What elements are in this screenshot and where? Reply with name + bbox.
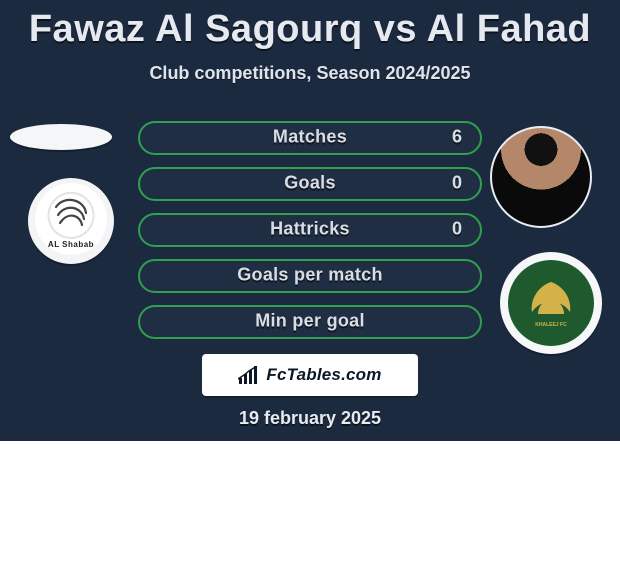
stat-row-hattricks: Hattricks 0 [138, 213, 482, 247]
stat-label: Matches [140, 127, 480, 148]
page-subtitle: Club competitions, Season 2024/2025 [0, 63, 620, 84]
stat-label: Goals per match [140, 265, 480, 286]
club-left-crest-inner: AL Shabab [35, 183, 107, 255]
stat-value: 6 [452, 127, 462, 148]
comparison-card: Fawaz Al Sagourq vs Al Fahad Club compet… [0, 0, 620, 580]
stat-label: Min per goal [140, 311, 480, 332]
watermark-text: FcTables.com [266, 365, 381, 385]
svg-text:KHALEEJ FC: KHALEEJ FC [535, 322, 567, 328]
stat-row-matches: Matches 6 [138, 121, 482, 155]
stat-row-goals-per-match: Goals per match [138, 259, 482, 293]
player-left-avatar [10, 124, 112, 150]
stat-value: 0 [452, 173, 462, 194]
footer-date: 19 february 2025 [0, 408, 620, 429]
swirl-icon [50, 193, 92, 235]
eagle-icon: KHALEEJ FC [520, 272, 582, 334]
club-right-crest: KHALEEJ FC [500, 252, 602, 354]
bars-icon [238, 366, 260, 384]
stats-list: Matches 6 Goals 0 Hattricks 0 Goals per … [138, 121, 482, 351]
club-left-crest: AL Shabab [28, 178, 114, 264]
player-right-avatar [490, 126, 592, 228]
watermark: FcTables.com [202, 354, 418, 396]
club-left-caption: AL Shabab [48, 240, 94, 255]
club-right-crest-inner: KHALEEJ FC [508, 260, 594, 346]
stat-value: 0 [452, 219, 462, 240]
stat-row-goals: Goals 0 [138, 167, 482, 201]
stat-label: Goals [140, 173, 480, 194]
stat-label: Hattricks [140, 219, 480, 240]
stat-row-min-per-goal: Min per goal [138, 305, 482, 339]
page-title: Fawaz Al Sagourq vs Al Fahad [0, 0, 620, 51]
